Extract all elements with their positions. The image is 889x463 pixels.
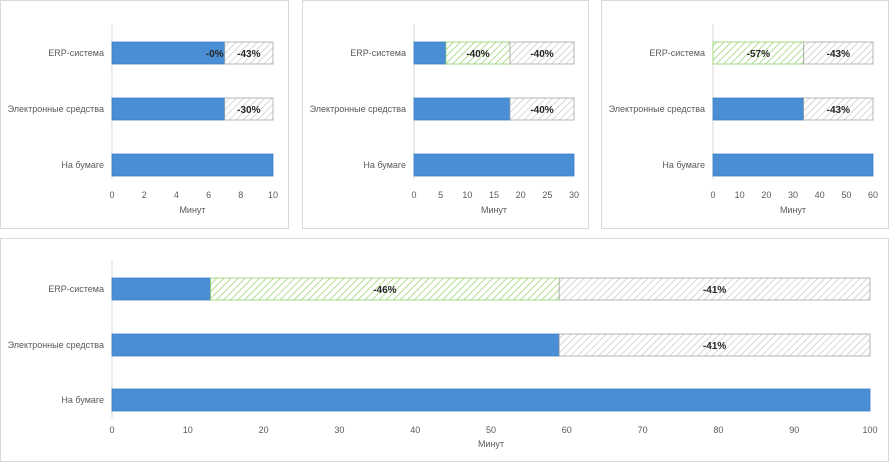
blue-segment [413,153,575,177]
percent-label: -40% [530,49,553,60]
category-label: ERP-система [350,48,406,58]
x-tick-label: 70 [638,425,648,435]
category-label: Электронные средства [8,104,104,114]
category-label: Электронные средства [609,104,705,114]
x-tick-label: 20 [259,425,269,435]
blue-segment [413,41,447,65]
blue-segment [712,153,874,177]
percent-label: -40% [530,105,553,116]
x-tick-label: 10 [183,425,193,435]
x-tick-label: 60 [868,190,878,200]
x-tick-label: 60 [562,425,572,435]
percent-label: -40% [466,49,489,60]
gray-hatch-segment [558,277,871,301]
x-tick-label: 6 [206,190,211,200]
percent-label: -57% [747,49,770,60]
chart-panel-2: 0 5 10 15 20 25 30 Минут ERP-система -40% -40% Элек… [302,0,589,229]
x-tick-label: 20 [761,190,771,200]
x-tick-label: 15 [489,190,499,200]
percent-label: -43% [827,105,850,116]
category-label: ERP-система [48,48,104,58]
percent-label: -0% [206,49,224,60]
x-axis-title: Минут [478,439,504,449]
x-tick-label: 90 [789,425,799,435]
gray-hatch-segment [803,97,874,121]
blue-segment [111,277,211,301]
x-tick-label: 50 [486,425,496,435]
blue-segment [111,388,871,412]
chart-4-svg: 0 10 20 30 40 50 60 70 80 90 100 Минут ERP-система -4… [8,260,878,449]
blue-segment [712,97,805,121]
category-label: Электронные средства [310,104,406,114]
gray-hatch-segment [509,97,575,121]
x-axis-title: Минут [179,205,205,215]
category-label: ERP-система [649,48,705,58]
x-tick-label: 30 [569,190,579,200]
x-tick-label: 8 [238,190,243,200]
category-label: Электронные средства [8,340,104,350]
gray-hatch-segment [803,41,874,65]
x-tick-label: 4 [174,190,179,200]
x-tick-label: 25 [542,190,552,200]
x-tick-label: 10 [462,190,472,200]
blue-segment [111,333,560,357]
x-tick-label: 0 [109,425,114,435]
gray-hatch-segment [558,333,871,357]
blue-segment [111,97,226,121]
category-label: На бумаге [662,160,705,170]
chart-1-svg: 0 2 4 6 8 10 Минут ERP-система -0% -43% Электронны… [8,24,278,215]
x-tick-label: 80 [713,425,723,435]
x-tick-label: 0 [710,190,715,200]
x-tick-label: 2 [142,190,147,200]
category-label: На бумаге [61,160,104,170]
chart-panel-1: 0 2 4 6 8 10 Минут ERP-система -0% -43% Электронны… [0,0,289,229]
x-tick-label: 10 [735,190,745,200]
category-label: На бумаге [363,160,406,170]
gray-hatch-segment [224,41,274,65]
percent-label: -41% [703,285,726,296]
gray-hatch-segment [224,97,274,121]
chart-2-svg: 0 5 10 15 20 25 30 Минут ERP-система -40% -40% Элек… [310,24,579,215]
x-tick-label: 40 [815,190,825,200]
percent-label: -43% [827,49,850,60]
gray-hatch-segment [509,41,575,65]
x-tick-label: 30 [334,425,344,435]
chart-panel-4: 0 10 20 30 40 50 60 70 80 90 100 Минут ERP-система -4… [0,238,889,462]
chart-panel-3: 0 10 20 30 40 50 60 Минут ERP-система -57% -43% Эле… [601,0,889,229]
x-axis-title: Минут [780,205,806,215]
x-tick-label: 40 [410,425,420,435]
percent-label: -30% [237,105,260,116]
x-tick-label: 0 [411,190,416,200]
category-label: На бумаге [61,395,104,405]
x-tick-label: 30 [788,190,798,200]
chart-3-svg: 0 10 20 30 40 50 60 Минут ERP-система -57% -43% Эле… [609,24,878,215]
percent-label: -41% [703,341,726,352]
blue-segment [111,153,274,177]
x-tick-label: 10 [268,190,278,200]
x-tick-label: 20 [516,190,526,200]
x-axis-title: Минут [481,205,507,215]
percent-label: -46% [373,285,396,296]
category-label: ERP-система [48,284,104,294]
percent-label: -43% [237,49,260,60]
blue-segment [413,97,511,121]
x-tick-label: 0 [109,190,114,200]
x-tick-label: 100 [862,425,877,435]
x-tick-label: 50 [841,190,851,200]
x-tick-label: 5 [438,190,443,200]
